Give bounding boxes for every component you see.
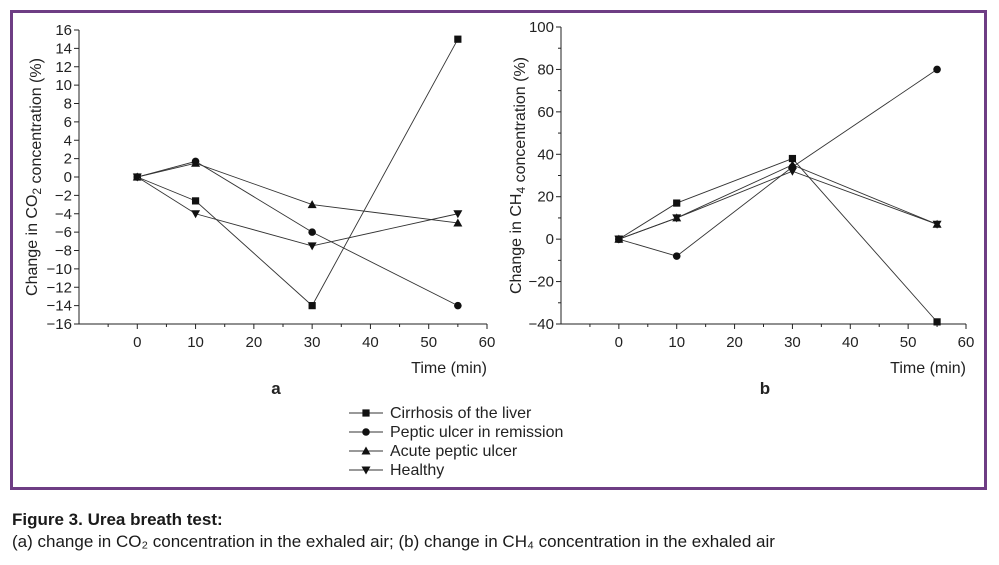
y-tick-label: 10 <box>55 77 72 94</box>
data-point <box>787 160 797 169</box>
data-point <box>308 302 316 310</box>
panel-label: b <box>760 379 770 398</box>
caption-text: (a) change in CO₂ concentration in the e… <box>12 532 775 551</box>
data-point <box>191 158 201 167</box>
legend-label: Cirrhosis of the liver <box>390 405 532 422</box>
x-tick-label: 60 <box>479 334 496 351</box>
data-point <box>453 218 463 227</box>
y-tick-label: 20 <box>537 189 554 206</box>
data-point <box>191 197 200 205</box>
x-tick-label: 40 <box>842 334 859 351</box>
series-line-2 <box>137 160 459 307</box>
legend: Cirrhosis of the liver Peptic ulcer in re… <box>349 405 563 479</box>
data-point <box>672 252 681 260</box>
x-tick-label: 0 <box>615 334 623 351</box>
data-point <box>788 154 797 163</box>
data-point <box>673 199 681 207</box>
x-tick-label: 30 <box>304 334 321 351</box>
x-tick-label: 20 <box>246 334 263 351</box>
x-tick-label: 10 <box>668 334 685 351</box>
legend-marker <box>361 446 371 455</box>
x-tick-label: 30 <box>784 334 801 351</box>
y-tick-label: −2 <box>55 187 72 204</box>
data-point <box>308 228 316 236</box>
data-point <box>933 318 941 326</box>
series-line-4 <box>137 176 458 247</box>
y-tick-label: 0 <box>64 169 72 186</box>
y-axis-title: Change in CO2 concentration (%) <box>24 58 45 296</box>
chart-panel-b: 100 80 60 40 20 0 −20 −40 0 10 20 30 40 50 60 Time (min… <box>508 19 974 398</box>
y-tick-label: 60 <box>537 104 554 121</box>
series-line-1 <box>618 157 938 323</box>
x-tick-label: 50 <box>900 334 917 351</box>
y-tick-label: 100 <box>529 19 554 36</box>
series-line-1 <box>137 38 459 307</box>
y-tick-label: −8 <box>55 243 72 260</box>
y-tick-label: 12 <box>55 59 72 76</box>
legend-marker <box>361 466 371 475</box>
x-tick-label: 40 <box>362 334 379 351</box>
x-tick-label: 50 <box>420 334 437 351</box>
series-line-4 <box>618 170 938 240</box>
legend-marker <box>362 409 370 417</box>
y-tick-label: 0 <box>546 231 554 248</box>
y-tick-label: 2 <box>64 151 72 168</box>
data-point <box>672 214 682 223</box>
data-point <box>307 242 317 251</box>
legend-label: Peptic ulcer in remission <box>390 424 563 441</box>
series-line-2 <box>618 69 938 257</box>
x-tick-label: 10 <box>187 334 204 351</box>
data-point <box>132 173 142 182</box>
y-tick-label: −20 <box>529 274 554 291</box>
x-tick-label: 20 <box>726 334 743 351</box>
legend-marker <box>362 428 370 436</box>
panel-label: a <box>271 379 281 398</box>
x-tick-label: 0 <box>133 334 141 351</box>
data-point <box>933 65 941 74</box>
legend-label: Acute peptic ulcer <box>390 443 518 460</box>
legend-label: Healthy <box>390 462 444 479</box>
y-tick-label: −14 <box>47 298 72 315</box>
data-point <box>191 210 201 219</box>
figure-caption: Figure 3. Urea breath test: (a) change i… <box>12 509 987 553</box>
data-point <box>787 167 797 176</box>
y-tick-label: −40 <box>529 316 554 333</box>
data-point <box>454 35 462 43</box>
x-axis-title: Time (min) <box>411 360 487 377</box>
y-tick-label: 6 <box>64 114 72 131</box>
y-tick-label: 4 <box>64 132 72 149</box>
data-point <box>453 210 463 219</box>
y-tick-label: 40 <box>537 146 554 163</box>
caption-title: Figure 3. Urea breath test: <box>12 510 223 529</box>
y-tick-label: −4 <box>55 206 72 223</box>
y-axis-title: Change in CH4 concentration (%) <box>508 57 529 294</box>
y-tick-label: 14 <box>55 40 72 57</box>
y-tick-label: −6 <box>55 224 72 241</box>
y-tick-label: 8 <box>64 96 72 113</box>
series-line-3 <box>137 162 458 224</box>
data-point <box>932 220 942 229</box>
y-tick-label: −10 <box>47 261 72 278</box>
x-axis-title: Time (min) <box>890 360 966 377</box>
series-line-3 <box>618 164 938 240</box>
y-tick-label: 16 <box>55 22 72 39</box>
figure-frame: 16 14 12 10 8 6 4 2 0 −2 −4 −6 −8 −10 −12 −14 −16 0 10 20 30… <box>10 10 987 490</box>
x-tick-label: 60 <box>958 334 975 351</box>
data-point <box>614 235 624 244</box>
y-tick-label: −12 <box>47 279 72 296</box>
data-point <box>307 200 317 209</box>
y-tick-label: 80 <box>537 61 554 78</box>
y-tick-label: −16 <box>47 316 72 333</box>
data-point <box>454 301 462 310</box>
